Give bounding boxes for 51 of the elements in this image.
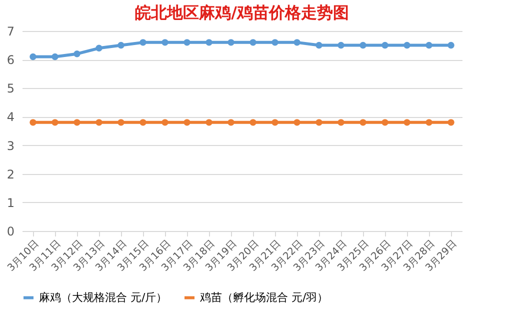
point	[294, 39, 300, 46]
point	[448, 42, 454, 49]
point	[316, 119, 322, 126]
y-tick-label: 0	[6, 224, 14, 238]
legend-label: 鸡苗（孵化场混合 元/羽）	[199, 290, 328, 304]
point	[52, 53, 58, 60]
point	[30, 119, 36, 126]
point	[272, 119, 278, 126]
y-tick-label: 2	[6, 167, 14, 182]
point	[162, 119, 168, 126]
point	[206, 119, 212, 126]
point	[360, 119, 366, 126]
point	[294, 119, 300, 126]
point	[250, 119, 256, 126]
point	[360, 42, 366, 49]
y-tick-label: 7	[6, 24, 14, 38]
point	[162, 39, 168, 46]
y-tick-label: 6	[6, 53, 14, 68]
point	[118, 119, 124, 126]
point	[96, 119, 102, 126]
point	[96, 44, 102, 52]
point	[404, 42, 410, 49]
point	[52, 119, 58, 126]
point	[338, 119, 344, 126]
legend-label: 麻鸡（大规格混合 元/斤）	[39, 290, 168, 304]
y-tick-label: 5	[6, 82, 14, 96]
point	[118, 42, 124, 49]
point	[404, 119, 410, 126]
point	[184, 119, 190, 126]
point	[382, 42, 388, 49]
y-tick-label: 3	[6, 138, 14, 153]
point	[74, 119, 80, 126]
point	[448, 119, 454, 126]
point	[316, 42, 322, 49]
y-tick-label: 1	[6, 196, 14, 210]
point	[272, 39, 278, 46]
point	[250, 39, 256, 46]
point	[426, 119, 432, 126]
point	[140, 119, 146, 126]
y-tick-label: 4	[6, 110, 14, 124]
point	[228, 119, 234, 126]
chart-title: 皖北地区麻鸡/鸡苗价格走势图	[135, 3, 349, 22]
point	[338, 42, 344, 49]
point	[74, 50, 80, 58]
point	[140, 39, 146, 46]
point	[426, 42, 432, 49]
point	[184, 39, 190, 46]
point	[206, 39, 212, 46]
point	[30, 53, 36, 60]
point	[228, 39, 234, 46]
point	[382, 119, 388, 126]
